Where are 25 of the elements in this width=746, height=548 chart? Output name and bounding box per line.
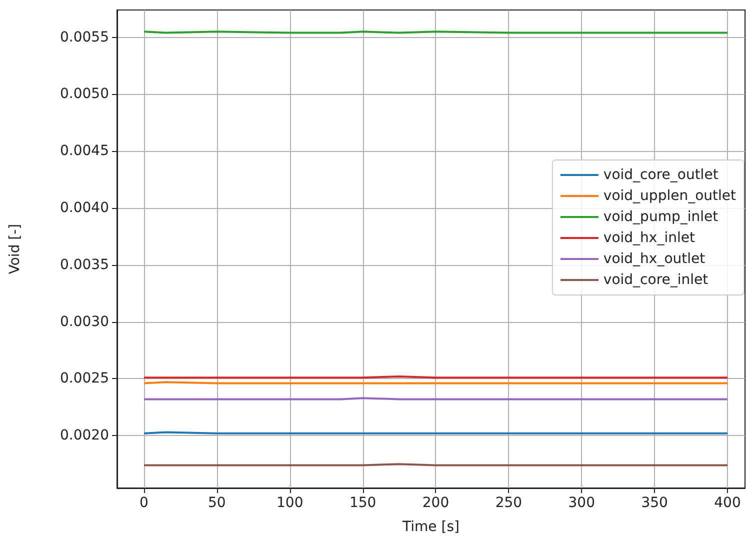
y-tick-label: 0.0040 [60, 200, 109, 216]
x-tick-label: 50 [208, 495, 226, 511]
x-tick-label: 350 [641, 495, 668, 511]
y-tick-label: 0.0020 [60, 428, 109, 444]
y-tick-label: 0.0045 [60, 143, 109, 160]
y-tick-label: 0.0035 [60, 256, 109, 273]
x-tick-label: 400 [714, 495, 741, 511]
x-tick-label: 100 [276, 495, 304, 511]
y-axis-title: Void [-] [7, 224, 23, 274]
y-tick-label: 0.0050 [60, 86, 109, 102]
x-tick-label: 0 [140, 495, 148, 511]
legend-label: void_upplen_outlet [603, 188, 737, 204]
legend-label: void_hx_outlet [603, 251, 706, 267]
x-tick-label: 200 [422, 495, 450, 511]
legend-label: void_hx_inlet [603, 230, 696, 246]
legend-label: void_core_inlet [603, 272, 709, 288]
y-tick-label: 0.0025 [60, 370, 109, 387]
y-tick-label: 0.0055 [60, 29, 109, 46]
x-tick-label: 250 [495, 495, 522, 511]
x-axis-title: Time [s] [402, 519, 460, 535]
x-tick-label: 300 [568, 495, 595, 511]
legend-label: void_pump_inlet [603, 209, 719, 225]
legend-label: void_core_outlet [603, 167, 719, 183]
y-tick-label: 0.0030 [60, 314, 109, 330]
x-tick-label: 150 [349, 495, 376, 511]
